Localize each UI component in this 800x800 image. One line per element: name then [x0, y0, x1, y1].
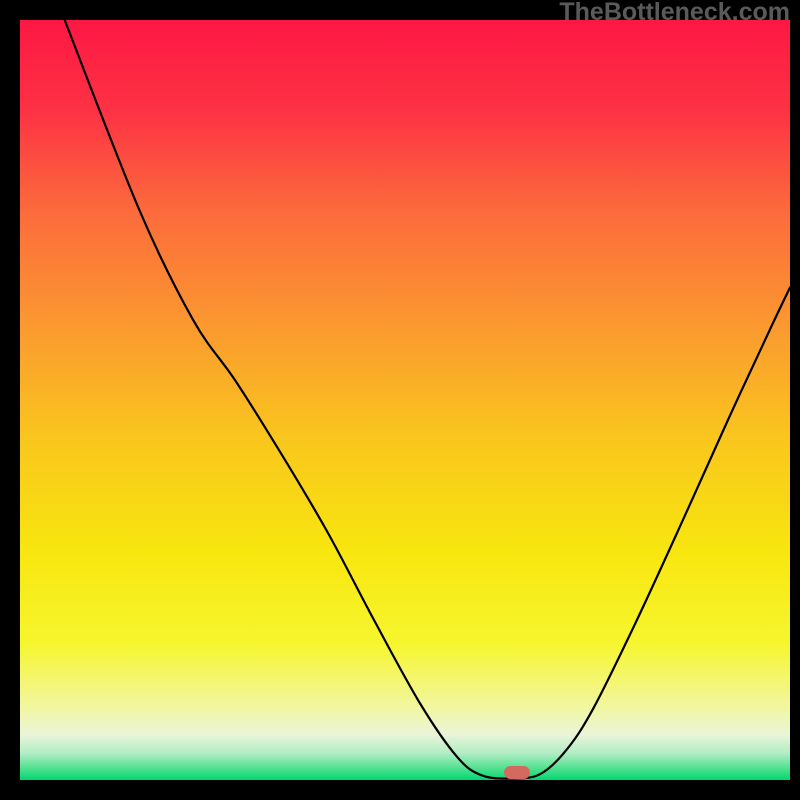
plot-area [20, 20, 790, 780]
chart-container: TheBottleneck.com [0, 0, 800, 800]
gradient-background [20, 20, 790, 780]
watermark-text: TheBottleneck.com [559, 0, 790, 27]
optimal-point-marker [504, 766, 530, 779]
